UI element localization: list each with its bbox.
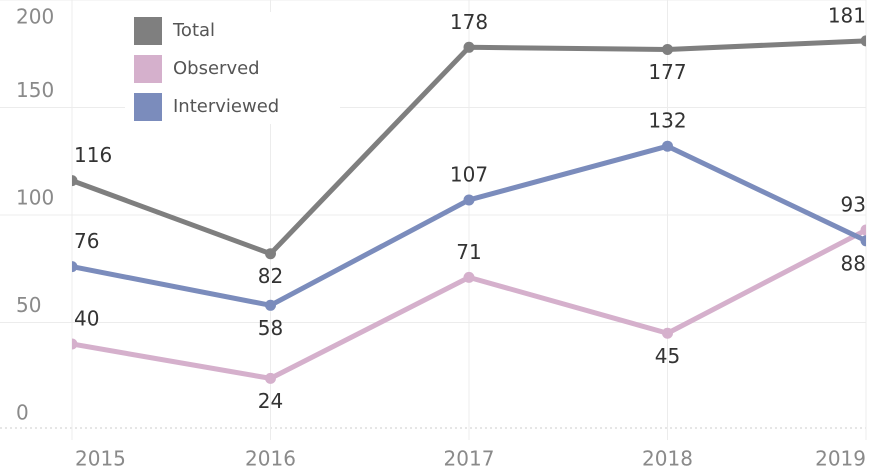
data-label: 76 — [74, 229, 99, 253]
data-label: 181 — [828, 3, 866, 27]
point — [463, 41, 475, 53]
point — [662, 327, 673, 339]
y-tick-label: 100 — [16, 186, 54, 210]
legend-swatch — [134, 17, 162, 45]
data-label: 82 — [258, 264, 283, 288]
y-tick-label: 0 — [16, 401, 29, 425]
plot-area — [72, 35, 866, 384]
x-tick-label: 2018 — [642, 447, 693, 471]
data-label: 132 — [648, 109, 686, 133]
data-label: 71 — [456, 240, 481, 264]
data-label: 24 — [258, 389, 283, 413]
data-label: 178 — [450, 10, 488, 34]
data-label: 177 — [648, 60, 686, 84]
y-tick-label: 200 — [16, 5, 54, 29]
point — [265, 299, 276, 311]
legend-swatch — [134, 93, 162, 121]
point — [860, 35, 866, 47]
point — [72, 338, 78, 350]
point — [662, 43, 673, 55]
point — [860, 235, 866, 247]
y-tick-label: 50 — [16, 293, 41, 317]
data-label: 58 — [258, 316, 283, 340]
point — [265, 248, 276, 260]
legend-label: Total — [172, 20, 215, 41]
grid: 0 50 100 150 200 2015 2016 2017 2018 2019 — [0, 0, 867, 471]
data-label: 88 — [841, 251, 866, 275]
y-tick-label: 150 — [16, 78, 54, 102]
point — [463, 194, 475, 206]
legend-label: Observed — [173, 58, 260, 79]
legend-label: Interviewed — [173, 96, 279, 117]
data-label: 116 — [74, 143, 112, 167]
data-label: 93 — [841, 193, 866, 217]
legend: Total Observed Interviewed — [125, 12, 340, 124]
x-tick-label: 2016 — [245, 447, 296, 471]
point — [265, 372, 276, 384]
data-label: 107 — [450, 162, 488, 186]
x-tick-label: 2019 — [815, 447, 866, 471]
x-tick-label: 2017 — [444, 447, 495, 471]
point — [662, 140, 673, 152]
data-label: 45 — [655, 344, 680, 368]
data-label: 40 — [74, 307, 99, 331]
legend-swatch — [134, 55, 162, 83]
x-tick-label: 2015 — [75, 447, 126, 471]
labels: 116 82 178 177 181 40 24 71 45 93 76 58 107 132 88 Tota… — [74, 3, 866, 413]
point — [72, 261, 78, 273]
point — [463, 271, 475, 283]
point — [860, 224, 866, 236]
point — [72, 175, 78, 187]
